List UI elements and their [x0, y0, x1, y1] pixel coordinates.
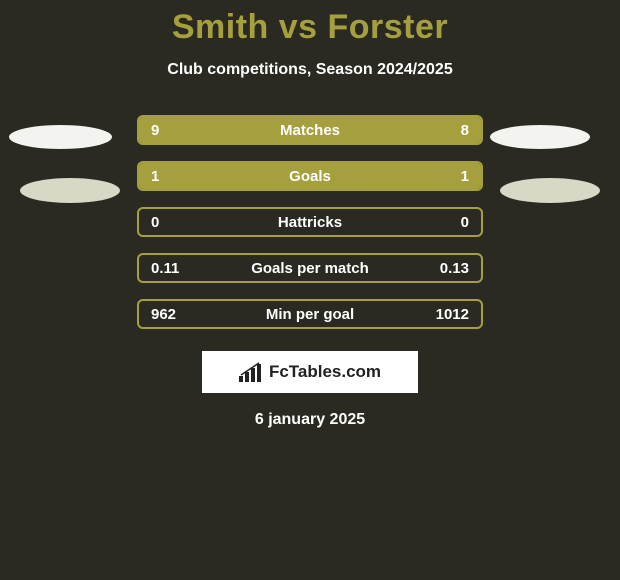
- stat-row: 9 8Matches: [0, 107, 620, 153]
- stat-left-value: 9: [151, 122, 159, 139]
- stats-container: 9 8Matches 1 1Goals 0 0Hattricks 0.11 0.13Goals…: [0, 107, 620, 337]
- brand-text: FcTables.com: [269, 362, 381, 382]
- stat-label: Goals per match: [139, 260, 481, 277]
- stat-right-value: 8: [461, 122, 469, 139]
- stat-row: 0.11 0.13Goals per match: [0, 245, 620, 291]
- stat-right-value: 1: [461, 168, 469, 185]
- stat-row: 1 1Goals: [0, 153, 620, 199]
- stat-bar: 0.11 0.13Goals per match: [137, 253, 483, 283]
- stat-left-value: 0.11: [151, 260, 179, 277]
- brand-box[interactable]: FcTables.com: [202, 351, 418, 393]
- stat-label: Goals: [139, 168, 481, 185]
- stat-label: Min per goal: [139, 306, 481, 323]
- stat-row: 962 1012Min per goal: [0, 291, 620, 337]
- stat-left-value: 0: [151, 214, 159, 231]
- stat-bar: 0 0Hattricks: [137, 207, 483, 237]
- stat-bar: 9 8Matches: [137, 115, 483, 145]
- subtitle: Club competitions, Season 2024/2025: [0, 61, 620, 79]
- date-line: 6 january 2025: [0, 411, 620, 429]
- stat-label: Matches: [139, 122, 481, 139]
- stat-label: Hattricks: [139, 214, 481, 231]
- stat-right-value: 0.13: [440, 260, 469, 277]
- stat-row: 0 0Hattricks: [0, 199, 620, 245]
- stat-right-value: 1012: [436, 306, 469, 323]
- stat-bar: 962 1012Min per goal: [137, 299, 483, 329]
- stat-left-value: 1: [151, 168, 159, 185]
- stat-left-value: 962: [151, 306, 176, 323]
- page-title: Smith vs Forster: [0, 0, 620, 47]
- stat-right-value: 0: [461, 214, 469, 231]
- bars-chart-icon: [239, 362, 265, 382]
- stat-bar: 1 1Goals: [137, 161, 483, 191]
